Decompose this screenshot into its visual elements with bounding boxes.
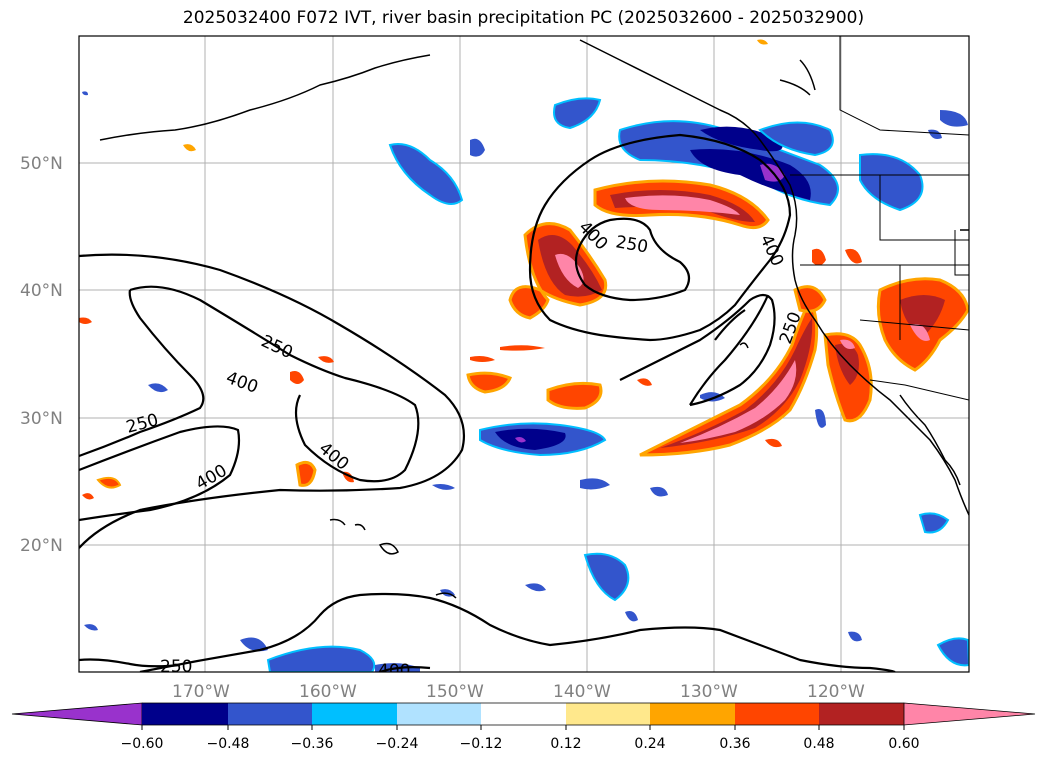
colorbar-tick-label: 0.12	[550, 736, 581, 752]
map-frame	[78, 35, 970, 673]
lat-label: 30°N	[20, 409, 63, 429]
colorbar-segment	[312, 703, 397, 725]
colorbar-tick-label: −0.48	[207, 736, 250, 752]
lon-label: 170°W	[172, 682, 230, 702]
colorbar-segment	[228, 703, 312, 725]
negative-anomaly-regions	[82, 91, 969, 672]
colorbar-extend-left	[11, 702, 143, 726]
colorbar-tick-label: −0.36	[291, 736, 334, 752]
colorbar-segment	[397, 703, 481, 725]
colorbar-tick-label: 0.48	[803, 736, 834, 752]
colorbar-segment	[650, 703, 735, 725]
map-title: 2025032400 F072 IVT, river basin precipi…	[182, 8, 865, 28]
colorbar-tick-label: 0.24	[634, 736, 665, 752]
colorbar-segment	[142, 703, 228, 725]
lon-label: 120°W	[807, 682, 865, 702]
ivt-contours	[79, 133, 896, 672]
lon-label: 160°W	[299, 682, 357, 702]
colorbar-tick-label: 0.60	[888, 736, 919, 752]
colorbar-tick-labels: −0.60 −0.48 −0.36 −0.24 −0.12 0.12 0.24 …	[121, 736, 920, 752]
coastlines	[99, 39, 969, 599]
colorbar-extend-right	[903, 702, 1036, 726]
contour-label: 400	[378, 661, 410, 681]
colorbar-tick-label: −0.24	[376, 736, 419, 752]
colorbar-ticks	[141, 725, 905, 730]
colorbar-segment	[566, 703, 650, 725]
colorbar-segment	[735, 703, 819, 725]
lat-label: 20°N	[20, 536, 63, 556]
colorbar: −0.60 −0.48 −0.36 −0.24 −0.12 0.12 0.24 …	[11, 702, 1036, 752]
colorbar-tick-label: 0.36	[719, 736, 750, 752]
colorbar-segment	[819, 703, 904, 725]
lat-label: 40°N	[20, 281, 63, 301]
latitude-labels: 50°N 40°N 30°N 20°N	[20, 154, 63, 556]
lon-label: 150°W	[426, 682, 484, 702]
contour-label: 250	[160, 657, 192, 677]
lon-label: 140°W	[553, 682, 611, 702]
colorbar-tick-label: −0.60	[121, 736, 164, 752]
colorbar-tick-label: −0.12	[460, 736, 503, 752]
political-borders	[790, 36, 969, 401]
colorbar-segment	[481, 703, 566, 725]
lat-label: 50°N	[20, 154, 63, 174]
longitude-labels: 170°W 160°W 150°W 140°W 130°W 120°W	[172, 682, 865, 702]
lon-label: 130°W	[680, 682, 738, 702]
